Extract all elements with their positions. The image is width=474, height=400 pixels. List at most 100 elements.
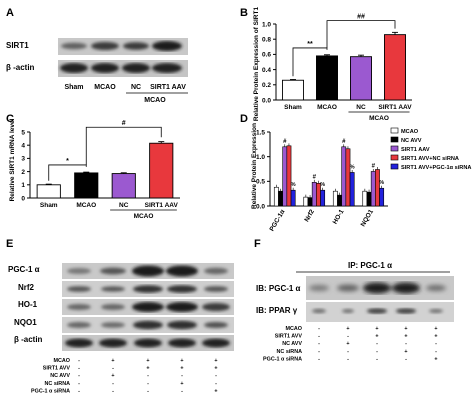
condition-mark: - — [318, 349, 320, 355]
condition-mark: - — [347, 349, 349, 355]
condition-mark: - — [78, 358, 80, 364]
D-bar — [332, 190, 338, 207]
condition-table-f: MCAO - + + + +SIRT1 AVV - - + + +NC AVV - + - - -NC siR… — [263, 326, 438, 362]
condition-mark: + — [375, 326, 378, 332]
C-xtick-label: SIRT1 AAV — [145, 202, 179, 209]
condition-label: PGC-1 α siRNA — [31, 388, 70, 394]
C-ytick-label: 0 — [21, 195, 25, 202]
blot-e-label-pgc: PGC-1 α — [8, 265, 40, 274]
B-bar — [350, 56, 372, 101]
condition-mark: - — [376, 356, 378, 362]
lane-a-sirt1aav: SIRT1 AAV — [150, 84, 186, 91]
condition-mark: - — [318, 341, 320, 347]
B-ytick-label: 0.6 — [262, 52, 271, 59]
D-sig-label: # — [372, 163, 376, 169]
D-bar — [290, 189, 296, 207]
D-legend-label: SIRT1 AAV — [401, 147, 430, 153]
condition-label: SIRT1 AVV — [275, 334, 303, 340]
D-bar — [282, 146, 288, 207]
condition-label: MCAO — [286, 326, 302, 332]
condition-label: SIRT1 AVV — [43, 366, 71, 372]
B-bar — [282, 79, 304, 101]
blot-a-label-actin: β -actin — [6, 63, 35, 72]
chart-b-ylabel: Relative Protein Expression of SIRT1 — [253, 7, 260, 122]
blot-f-ppar — [306, 302, 454, 322]
condition-mark: + — [434, 356, 437, 362]
D-bar — [303, 196, 309, 207]
B-bar — [384, 34, 406, 101]
D-bar — [341, 146, 347, 207]
condition-mark: - — [147, 373, 149, 379]
condition-mark: - — [318, 326, 320, 332]
B-group-label: MCAO — [369, 115, 389, 122]
B-xtick-label: MCAO — [317, 104, 337, 111]
condition-mark: + — [180, 358, 183, 364]
D-ytick-label: 1.0 — [256, 154, 265, 161]
D-ytick-label: 1.5 — [256, 129, 265, 136]
condition-mark: - — [347, 356, 349, 362]
blot-e-actin — [62, 335, 234, 351]
condition-mark: - — [405, 341, 407, 347]
D-legend-swatch — [390, 145, 399, 152]
C-xtick-label: NC — [119, 202, 129, 209]
blot-f-label-ppar: IB: PPAR γ — [256, 306, 298, 315]
D-ytick-label: 0.5 — [256, 179, 265, 186]
condition-mark: - — [215, 381, 217, 387]
B-sig-bracket — [292, 47, 328, 77]
D-xtick-label: HO-1 — [332, 208, 346, 225]
condition-mark: + — [434, 326, 437, 332]
condition-mark: - — [347, 334, 349, 340]
D-bar — [349, 172, 355, 207]
blot-a-label-sirt1: SIRT1 — [6, 41, 29, 50]
panel-d: D Relative Protein Expression 0.0 0.5 1.0 1… — [240, 113, 471, 233]
chart-d: 0.0 0.5 1.0 1.5 #% PGC-1α #% Nrf2 #% HO-1 #% NQO1 — [256, 129, 388, 233]
D-bar — [337, 194, 342, 207]
C-bar — [74, 172, 99, 199]
D-sig-label: # — [342, 139, 346, 145]
D-legend-swatch — [390, 154, 399, 161]
condition-mark: - — [78, 366, 80, 372]
blot-a-actin — [58, 60, 188, 77]
condition-mark: + — [404, 349, 407, 355]
panel-a-letter: A — [6, 7, 14, 19]
C-bar — [111, 173, 136, 199]
D-bar — [286, 145, 292, 207]
C-ytick-label: 4 — [21, 143, 25, 150]
condition-mark: - — [318, 334, 320, 340]
B-ytick-label: 1.0 — [262, 21, 271, 28]
D-bar — [345, 148, 351, 207]
lane-a-nc: NC — [131, 84, 141, 91]
D-legend-label: SIRT1 AVV+PGC-1α siRNA — [401, 165, 471, 171]
condition-mark: + — [214, 366, 217, 372]
C-sig-label: * — [66, 158, 69, 165]
D-bar — [278, 190, 283, 207]
lane-a-sham: Sham — [64, 84, 83, 91]
condition-mark: + — [375, 334, 378, 340]
condition-mark: - — [376, 341, 378, 347]
condition-mark: - — [147, 388, 149, 394]
blot-a-sirt1 — [58, 38, 188, 55]
condition-mark: - — [78, 373, 80, 379]
panel-c: C Relative SIRT1 mRNA level 0 1 2 3 4 5 Sham MC… — [6, 113, 180, 220]
blot-f-label-pgc: IB: PGC-1 α — [256, 284, 301, 293]
condition-mark: - — [147, 381, 149, 387]
B-xtick-label: SIRT1 AAV — [378, 104, 412, 111]
B-sig-label: ## — [357, 14, 365, 21]
D-legend-label: SIRT1 AVV+NC siRNA — [401, 156, 459, 162]
blot-e-label-ho1: HO-1 — [18, 300, 38, 309]
condition-mark: - — [112, 388, 114, 394]
C-ytick-label: 1 — [21, 182, 25, 189]
D-legend-label: NC AVV — [401, 138, 422, 144]
condition-mark: + — [346, 341, 349, 347]
blot-f-pgc — [306, 276, 454, 300]
condition-label: MCAO — [54, 358, 70, 364]
panel-e-letter: E — [6, 238, 13, 250]
condition-label: PGC-1 α siRNA — [263, 356, 302, 362]
blot-e-label-actin: β -actin — [14, 335, 43, 344]
lane-a-mcao: MCAO — [94, 84, 116, 91]
D-sig-label: % — [320, 182, 325, 188]
C-ytick-label: 2 — [21, 169, 25, 176]
panel-f: F IP: PGC-1 α IB: PGC-1 α IB: PPAR γ — [254, 238, 454, 362]
